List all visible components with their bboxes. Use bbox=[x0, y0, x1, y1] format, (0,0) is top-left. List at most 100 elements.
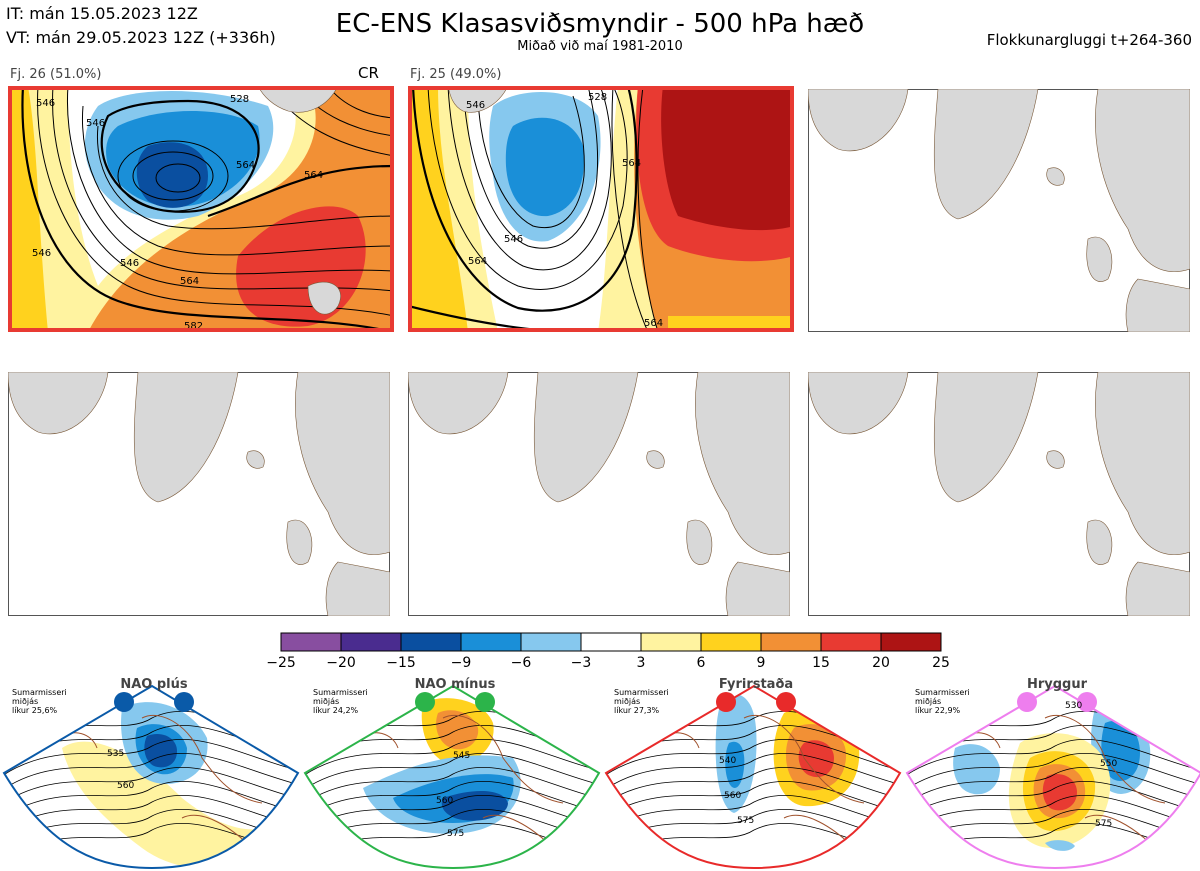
panel-2-contour-label: 546 bbox=[466, 100, 485, 111]
height-contour bbox=[305, 808, 599, 847]
colorbar-tick-label: 9 bbox=[756, 655, 766, 671]
empty-map-3 bbox=[808, 89, 1190, 332]
regime-contour-label: 560 bbox=[724, 791, 741, 801]
cluster-map-2[interactable]: 528 546 564 546 564 564 bbox=[408, 86, 794, 332]
panel-1-contour-label: 564 bbox=[236, 160, 255, 171]
colorbar-tick-label: 3 bbox=[636, 655, 646, 671]
regime-border bbox=[905, 684, 1200, 870]
empty-map-4 bbox=[8, 372, 390, 616]
regime-border bbox=[604, 684, 902, 870]
regime-marker-dot bbox=[1077, 692, 1097, 712]
panel-1-label: Fj. 26 (51.0%) bbox=[10, 67, 102, 82]
height-contour bbox=[606, 766, 900, 805]
colorbar-tick-label: 25 bbox=[932, 655, 950, 671]
regime-marker-dot bbox=[776, 692, 796, 712]
regime-map-4: 530 550 575 bbox=[905, 684, 1200, 870]
colorbar-tick-label: −6 bbox=[510, 655, 532, 671]
initial-time: IT: mán 15.05.2023 12Z bbox=[6, 4, 198, 23]
colorbar-segment bbox=[640, 632, 702, 652]
regime-map-1: 535 560 bbox=[2, 684, 300, 870]
colorbar-tick-label: −20 bbox=[326, 655, 356, 671]
height-contour bbox=[907, 794, 1200, 833]
panel-1-contour-label: 564 bbox=[304, 170, 323, 181]
colorbar-tick-label: −15 bbox=[386, 655, 416, 671]
colorbar-segment bbox=[700, 632, 762, 652]
colorbar-tick-label: 6 bbox=[696, 655, 706, 671]
height-contour bbox=[4, 766, 298, 805]
panel-2-contour-label: 564 bbox=[644, 318, 663, 329]
colorbar-tick-label: −3 bbox=[570, 655, 592, 671]
colorbar-segment bbox=[400, 632, 462, 652]
cluster-map-1[interactable]: 546 528 546 564 546 564 564 546 582 bbox=[8, 86, 394, 332]
anomaly-area bbox=[62, 741, 298, 868]
height-contour bbox=[907, 738, 1200, 777]
regime-info: Sumarmisseri miðjás líkur 22,9% bbox=[915, 688, 970, 715]
panel-1-contour-label: 546 bbox=[36, 98, 55, 109]
regime-title: Hryggur bbox=[1026, 677, 1088, 692]
panel-1-contour-label: 564 bbox=[180, 276, 199, 287]
regime-info-line: Sumarmisseri bbox=[313, 688, 368, 697]
regime-info: Sumarmisseri miðjás líkur 25,6% bbox=[12, 688, 67, 715]
regime-border bbox=[2, 684, 300, 870]
regime-info-line: miðjás bbox=[12, 697, 39, 706]
regime-info-line: Sumarmisseri bbox=[12, 688, 67, 697]
colorbar-segment bbox=[340, 632, 402, 652]
regime-marker-dot bbox=[174, 692, 194, 712]
regime-info-line: miðjás bbox=[614, 697, 641, 706]
regime-marker-dot bbox=[475, 692, 495, 712]
regime-marker-dot bbox=[415, 692, 435, 712]
colorbar-segment bbox=[280, 632, 342, 652]
height-contour bbox=[907, 808, 1200, 847]
regime-info-line: líkur 27,3% bbox=[614, 706, 660, 715]
regime-contour-label: 545 bbox=[453, 751, 470, 761]
regime-contour-label: 530 bbox=[1065, 701, 1082, 711]
colorbar-segment bbox=[460, 632, 522, 652]
regime-map-3: 540 560 575 bbox=[604, 684, 902, 870]
colorbar-segment bbox=[580, 632, 642, 652]
height-contour bbox=[606, 752, 900, 791]
height-contour bbox=[4, 794, 298, 833]
anomaly-area bbox=[144, 733, 177, 768]
classification-window: Flokkunargluggi t+264-360 bbox=[986, 31, 1192, 49]
regime-map-2: 545 560 575 bbox=[303, 684, 601, 870]
colorbar-segment bbox=[760, 632, 822, 652]
height-contour bbox=[606, 738, 900, 777]
height-contour bbox=[606, 794, 900, 833]
regime-contour-label: 575 bbox=[1095, 819, 1112, 829]
valid-time: VT: mán 29.05.2023 12Z (+336h) bbox=[6, 28, 276, 47]
height-contour bbox=[606, 808, 900, 847]
height-contour bbox=[305, 780, 599, 819]
anomaly-area bbox=[1045, 840, 1075, 851]
regime-border bbox=[303, 684, 601, 870]
panel-2-contour-label: 546 bbox=[504, 234, 523, 245]
regime-marker-dot bbox=[1017, 692, 1037, 712]
regime-info: Sumarmisseri miðjás líkur 27,3% bbox=[614, 688, 669, 715]
height-contour bbox=[4, 752, 298, 791]
panel-2-contour-label: 564 bbox=[468, 256, 487, 267]
regime-contour-label: 560 bbox=[436, 796, 453, 806]
height-contour bbox=[305, 794, 599, 833]
height-contour bbox=[4, 780, 298, 819]
regime-contour-label: 560 bbox=[117, 781, 134, 791]
colorbar-tick-label: −25 bbox=[266, 655, 296, 671]
height-contour bbox=[305, 752, 599, 791]
height-contour bbox=[305, 738, 599, 777]
regime-marker-dot bbox=[114, 692, 134, 712]
colorbar-segment bbox=[820, 632, 882, 652]
colorbar-tick-label: 15 bbox=[812, 655, 830, 671]
panel-1-contour-label: 546 bbox=[120, 258, 139, 269]
regime-info-line: líkur 24,2% bbox=[313, 706, 359, 715]
regime-contour-label: 575 bbox=[737, 816, 754, 826]
regime-contour-label: 535 bbox=[107, 749, 124, 759]
regime-contour-label: 575 bbox=[447, 829, 464, 839]
panel-2-label: Fj. 25 (49.0%) bbox=[410, 67, 502, 82]
empty-map-5 bbox=[408, 372, 790, 616]
regime-info-line: Sumarmisseri bbox=[614, 688, 669, 697]
regime-info-line: miðjás bbox=[915, 697, 942, 706]
panel-1-cr-tag: CR bbox=[358, 64, 379, 82]
height-contour bbox=[4, 738, 298, 777]
page-subtitle: Miðað við maí 1981-2010 bbox=[517, 39, 683, 54]
regime-info-line: líkur 22,9% bbox=[915, 706, 961, 715]
colorbar-tick-label: −9 bbox=[450, 655, 472, 671]
panel-1-contour-label: 546 bbox=[32, 248, 51, 259]
